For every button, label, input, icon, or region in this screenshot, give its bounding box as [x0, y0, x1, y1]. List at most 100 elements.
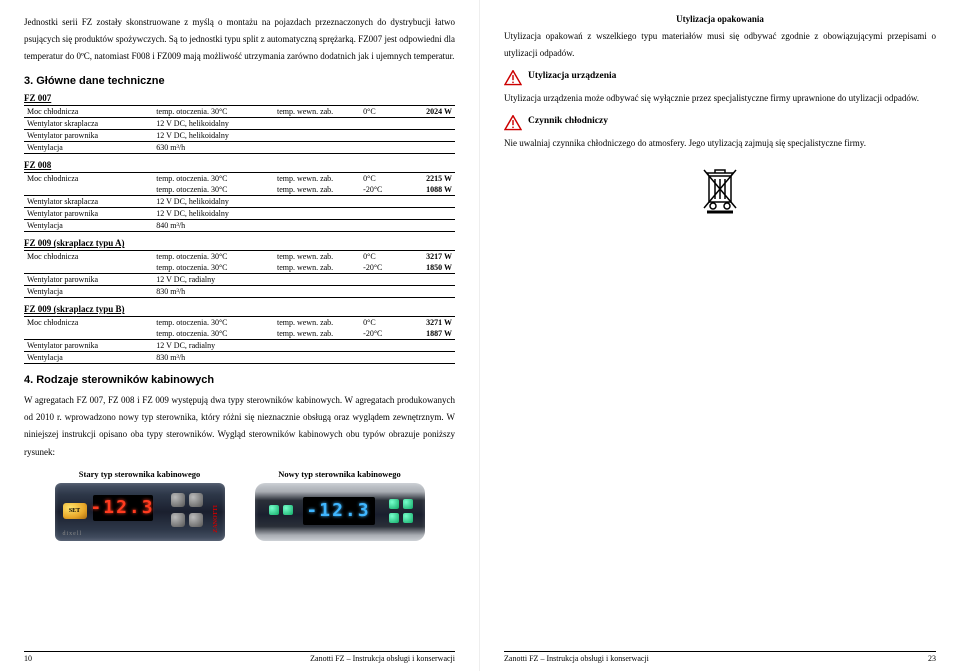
cell: 630 m³/h [153, 142, 455, 154]
cell: temp. wewn. zab. [274, 317, 360, 329]
fz009b-title: FZ 009 (skraplacz typu B) [24, 304, 455, 314]
brand-label: ZANOTTI [213, 505, 219, 533]
set-button-icon: SET [63, 503, 87, 519]
controller-new-label: Nowy typ sterownika kabinowego [255, 469, 425, 479]
footer-left: 10 Zanotti FZ – Instrukcja obsługi i kon… [24, 651, 455, 663]
cell: temp. otoczenia. 30°C [153, 328, 274, 340]
display-new-value: -12.3 [306, 500, 370, 521]
cell: 840 m³/h [153, 220, 455, 232]
cell: 0°C [360, 317, 403, 329]
row-label: Wentylator parownika [24, 340, 153, 352]
cell: 0°C [360, 106, 403, 118]
row-label: Wentylator skraplacza [24, 118, 153, 130]
cell: temp. wewn. zab. [274, 328, 360, 340]
row-label: Wentylacja [24, 142, 153, 154]
key-icon [171, 513, 185, 527]
fz008-table: Moc chłodnicza temp. otoczenia. 30°C tem… [24, 172, 455, 232]
key-icon [403, 499, 413, 509]
fz009a-title: FZ 009 (skraplacz typu A) [24, 238, 455, 248]
cell: 12 V DC, helikoidalny [153, 130, 455, 142]
fz007-table: Moc chłodnicza temp. otoczenia. 30°C tem… [24, 105, 455, 154]
footer-text: Zanotti FZ – Instrukcja obsługi i konser… [504, 654, 649, 663]
cell: temp. otoczenia. 30°C [153, 106, 274, 118]
key-icon [189, 513, 203, 527]
key-icon [403, 513, 413, 523]
fz008-title: FZ 008 [24, 160, 455, 170]
warning-title: Utylizacja urządzenia [528, 70, 616, 81]
cell: 12 V DC, radialny [153, 274, 455, 286]
packaging-body: Utylizacja opakowań z wszelkiego typu ma… [504, 28, 936, 62]
cell: 3271 W [403, 317, 455, 329]
cell: temp. otoczenia. 30°C [153, 184, 274, 196]
cell: -20°C [360, 184, 403, 196]
warning-device-body: Utylizacja urządzenia może odbywać się w… [504, 90, 936, 107]
dixell-label: dixell [63, 531, 83, 537]
page-left: Jednostki serii FZ zostały skonstruowane… [0, 0, 480, 671]
cell: temp. otoczenia. 30°C [153, 317, 274, 329]
row-label: Wentylacja [24, 286, 153, 298]
cell: temp. wewn. zab. [274, 251, 360, 263]
intro-paragraph: Jednostki serii FZ zostały skonstruowane… [24, 14, 455, 65]
key-icon [389, 499, 399, 509]
cell: 12 V DC, radialny [153, 340, 455, 352]
cell: temp. wewn. zab. [274, 106, 360, 118]
warning-icon [504, 115, 522, 131]
cell: 1088 W [403, 184, 455, 196]
warning-title: Czynnik chłodniczy [528, 115, 608, 126]
key-icon [269, 505, 279, 515]
cell: 2215 W [403, 173, 455, 185]
row-label: Wentylacja [24, 220, 153, 232]
cell: 830 m³/h [153, 352, 455, 364]
key-icon [283, 505, 293, 515]
section-4-body: W agregatach FZ 007, FZ 008 i FZ 009 wys… [24, 392, 455, 460]
display-old-value: -12.3 [90, 497, 154, 518]
row-label: Wentylator parownika [24, 130, 153, 142]
packaging-heading: Utylizacja opakowania [504, 14, 936, 24]
cell: -20°C [360, 328, 403, 340]
row-label: Moc chłodnicza [24, 173, 153, 196]
cell: 1887 W [403, 328, 455, 340]
warning-refrigerant: Czynnik chłodniczy [504, 115, 936, 131]
key-icon [389, 513, 399, 523]
cell: 12 V DC, helikoidalny [153, 118, 455, 130]
section-3-title: 3. Główne dane techniczne [24, 75, 455, 87]
cell: 1850 W [403, 262, 455, 274]
cell: 3217 W [403, 251, 455, 263]
cell: -20°C [360, 262, 403, 274]
cell: 830 m³/h [153, 286, 455, 298]
controller-new-block: Nowy typ sterownika kabinowego -12.3 [255, 469, 425, 541]
page-number: 23 [928, 654, 936, 663]
row-label: Wentylator skraplacza [24, 196, 153, 208]
row-label: Moc chłodnicza [24, 317, 153, 340]
warning-icon [504, 70, 522, 86]
cell: 12 V DC, helikoidalny [153, 196, 455, 208]
fz009a-table: Moc chłodnicza temp. otoczenia. 30°C tem… [24, 250, 455, 298]
footer-text: Zanotti FZ – Instrukcja obsługi i konser… [310, 654, 455, 663]
row-label: Wentylacja [24, 352, 153, 364]
page-number: 10 [24, 654, 32, 663]
row-label: Wentylator parownika [24, 208, 153, 220]
cell: temp. otoczenia. 30°C [153, 173, 274, 185]
weee-bin-icon [699, 166, 741, 214]
cell: temp. otoczenia. 30°C [153, 251, 274, 263]
cell: temp. otoczenia. 30°C [153, 262, 274, 274]
fz007-title: FZ 007 [24, 93, 455, 103]
row-label: Wentylator parownika [24, 274, 153, 286]
footer-right: Zanotti FZ – Instrukcja obsługi i konser… [504, 651, 936, 663]
key-icon [189, 493, 203, 507]
cell: temp. wewn. zab. [274, 173, 360, 185]
page-right: Utylizacja opakowania Utylizacja opakowa… [480, 0, 960, 671]
display-old: -12.3 [93, 495, 153, 521]
display-new: -12.3 [303, 497, 375, 525]
controller-new-image: -12.3 [255, 483, 425, 541]
cell: 0°C [360, 173, 403, 185]
controller-old-label: Stary typ sterownika kabinowego [55, 469, 225, 479]
controller-old-image: SET -12.3 ZANOTTI dixell [55, 483, 225, 541]
key-icon [171, 493, 185, 507]
warning-refrigerant-body: Nie uwalniaj czynnika chłodniczego do at… [504, 135, 936, 152]
cell: 2024 W [403, 106, 455, 118]
cell: 12 V DC, helikoidalny [153, 208, 455, 220]
row-label: Moc chłodnicza [24, 251, 153, 274]
cell: 0°C [360, 251, 403, 263]
warning-device-disposal: Utylizacja urządzenia [504, 70, 936, 86]
